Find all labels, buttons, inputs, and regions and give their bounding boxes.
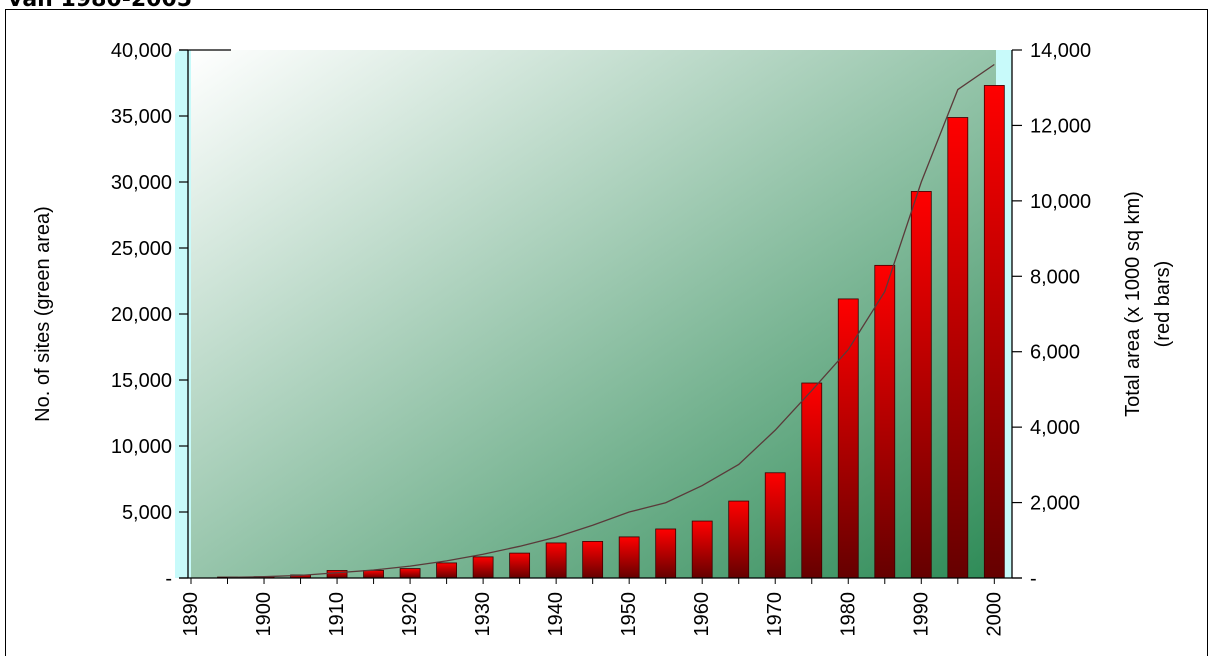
bar-1965: [728, 500, 750, 579]
x-tick-label: 1970: [764, 592, 786, 637]
left-tick-label: 30,000: [111, 172, 172, 194]
bar-1960: [691, 520, 713, 579]
bar-1950: [618, 536, 640, 579]
bar-1975: [801, 382, 823, 579]
bar-1980: [837, 298, 859, 579]
left-tick-label: 15,000: [111, 370, 172, 392]
x-tick-label: 1930: [472, 592, 494, 637]
bar-1925: [436, 562, 458, 579]
right-tick-label: 2,000: [1030, 493, 1080, 515]
bar-1920: [399, 568, 421, 579]
left-tick-label: 40,000: [111, 40, 172, 62]
x-tick-label: 1910: [326, 592, 348, 637]
right-tick-label: -: [1030, 568, 1037, 590]
right-tick-label: 14,000: [1030, 40, 1091, 62]
left-tick-label: 5,000: [122, 502, 172, 524]
left-tick-label: -: [165, 568, 172, 590]
left-tick-label: 35,000: [111, 106, 172, 128]
x-tick-label: 1950: [618, 592, 640, 637]
left-tick-label: 10,000: [111, 436, 172, 458]
bar-1945: [582, 541, 604, 579]
right-tick-label: 12,000: [1030, 115, 1091, 137]
bar-1940: [545, 542, 567, 579]
right-axis-title-line: Total area (x 1000 sq km): [1122, 191, 1144, 417]
x-tick-label: 1920: [399, 592, 421, 637]
left-tick-label: 25,000: [111, 238, 172, 260]
right-tick-label: 10,000: [1030, 191, 1091, 213]
right-tick-label: 6,000: [1030, 342, 1080, 364]
bar-1915: [363, 570, 384, 579]
x-tick-label: 1980: [837, 592, 859, 637]
bar-1930: [472, 556, 494, 579]
x-tick-label: 1890: [180, 592, 202, 637]
right-tick-label: 4,000: [1030, 417, 1080, 439]
x-tick-label: 1990: [910, 592, 932, 637]
left-tick-label: 20,000: [111, 304, 172, 326]
x-tick-label: 1940: [545, 592, 567, 637]
bar-2000: [983, 85, 1005, 579]
right-axis-title-line: (red bars): [1152, 261, 1174, 348]
dual-axis-chart: - 5,000 10,000 15,000 20,000 25,000 30,000 35,0…: [32, 40, 1174, 637]
bar-1995: [947, 117, 969, 579]
x-tick-label: 1960: [691, 592, 713, 637]
bar-1955: [655, 528, 677, 579]
series-green-area-line: [227, 63, 995, 578]
bar-1990: [910, 191, 932, 579]
x-tick-label: 2000: [983, 592, 1005, 637]
plot-background: [191, 50, 996, 578]
left-axis-title: No. of sites (green area): [32, 206, 54, 422]
bar-1935: [509, 552, 531, 579]
bar-1985: [874, 264, 896, 579]
right-tick-label: 8,000: [1030, 266, 1080, 288]
chart-frame: - 5,000 10,000 15,000 20,000 25,000 30,000 35,0…: [5, 9, 1208, 656]
x-tick-label: 1900: [253, 592, 275, 637]
bar-1970: [764, 472, 786, 579]
